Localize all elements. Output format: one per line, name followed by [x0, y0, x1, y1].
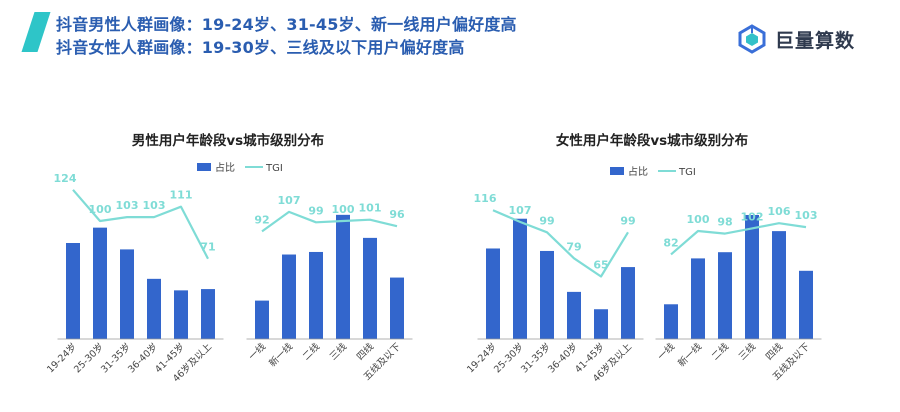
bar: [772, 231, 786, 339]
tgi-data-label: 124: [54, 172, 77, 185]
legend-line-label: TGI: [678, 167, 696, 178]
tgi-data-label: 79: [566, 240, 581, 253]
bar: [201, 289, 215, 339]
brand-name: 巨量算数: [775, 29, 856, 52]
tgi-series-line: [261, 210, 398, 233]
bar: [486, 248, 500, 339]
tgi-data-label: 96: [389, 208, 405, 221]
tgi-data-label: 103: [795, 209, 818, 222]
tgi-series-line: [72, 189, 209, 260]
x-tick-label: 一线: [655, 340, 677, 362]
bar: [594, 309, 608, 339]
bar: [540, 250, 554, 339]
tgi-data-label: 99: [308, 204, 323, 217]
tgi-data-label: 101: [359, 202, 382, 215]
tgi-data-label: 99: [620, 214, 635, 227]
legend-line-label: TGI: [265, 163, 283, 174]
bar: [390, 277, 404, 339]
legend-bar-swatch: [610, 167, 624, 175]
plot-area: 11619-24岁10725-30岁9931-35岁7936-40岁6541-4…: [464, 192, 822, 385]
bar: [691, 258, 705, 339]
tgi-data-label: 98: [717, 216, 732, 229]
x-tick-label: 三线: [736, 340, 758, 362]
headline-female: 抖音女性人群画像：19-30岁、三线及以下用户偏好度高: [56, 38, 465, 57]
tgi-data-label: 99: [539, 214, 554, 227]
bar: [147, 278, 161, 339]
tgi-data-label: 82: [663, 236, 678, 249]
chart-title: 男性用户年龄段vs城市级别分布: [132, 132, 324, 149]
legend: 占比 TGI: [197, 161, 283, 174]
bar: [745, 215, 759, 339]
bar: [513, 218, 527, 339]
headline-male: 抖音男性人群画像：19-24岁、31-45岁、新一线用户偏好度高: [56, 15, 517, 34]
tgi-data-label: 102: [741, 210, 764, 223]
tgi-series-line: [492, 209, 629, 278]
bar: [255, 300, 269, 339]
legend-bar-label: 占比: [628, 165, 648, 178]
legend: 占比 TGI: [610, 165, 696, 178]
plot-area: 12419-24岁10025-30岁10331-35岁10336-40岁1114…: [44, 172, 413, 385]
bar: [799, 270, 813, 339]
bar: [66, 243, 80, 339]
chart-title: 女性用户年龄段vs城市级别分布: [556, 132, 748, 149]
tgi-data-label: 100: [687, 213, 710, 226]
bar: [93, 227, 107, 339]
bar: [336, 214, 350, 339]
bar: [567, 291, 581, 339]
tgi-data-label: 107: [509, 204, 532, 217]
tgi-data-label: 107: [278, 194, 301, 207]
bar: [363, 237, 377, 339]
tgi-data-label: 100: [332, 203, 355, 216]
tgi-data-label: 92: [254, 213, 269, 226]
bar: [174, 290, 188, 339]
tgi-data-label: 103: [116, 199, 139, 212]
bar: [282, 254, 296, 339]
tgi-data-label: 106: [768, 205, 791, 218]
x-tick-label: 新一线: [675, 340, 704, 369]
bar: [664, 304, 678, 339]
cube-logo-icon: [738, 24, 766, 54]
tgi-series-line: [670, 222, 807, 256]
bar: [309, 251, 323, 339]
x-tick-label: 新一线: [266, 340, 295, 369]
x-tick-label: 二线: [300, 340, 322, 362]
bar: [718, 252, 732, 339]
x-tick-label: 二线: [709, 340, 731, 362]
tgi-data-label: 111: [170, 189, 193, 202]
tgi-data-label: 103: [143, 199, 166, 212]
x-tick-label: 一线: [246, 340, 268, 362]
header: 抖音男性人群画像：19-24岁、31-45岁、新一线用户偏好度高 抖音女性人群画…: [0, 0, 900, 70]
legend-bar-swatch: [197, 163, 211, 171]
chart-female: 女性用户年龄段vs城市级别分布 占比 TGI 11619-24岁10725-30…: [464, 132, 822, 385]
brand-logo: 巨量算数: [737, 24, 855, 54]
x-tick-label: 四线: [354, 340, 376, 362]
bar: [120, 249, 134, 339]
bar: [621, 267, 635, 339]
legend-bar-label: 占比: [215, 161, 235, 174]
tgi-data-label: 100: [89, 203, 112, 216]
x-tick-label: 四线: [763, 340, 785, 362]
x-tick-label: 三线: [327, 340, 349, 362]
chart-male: 男性用户年龄段vs城市级别分布 占比 TGI 12419-24岁10025-30…: [44, 132, 413, 385]
tgi-data-label: 116: [474, 192, 497, 205]
